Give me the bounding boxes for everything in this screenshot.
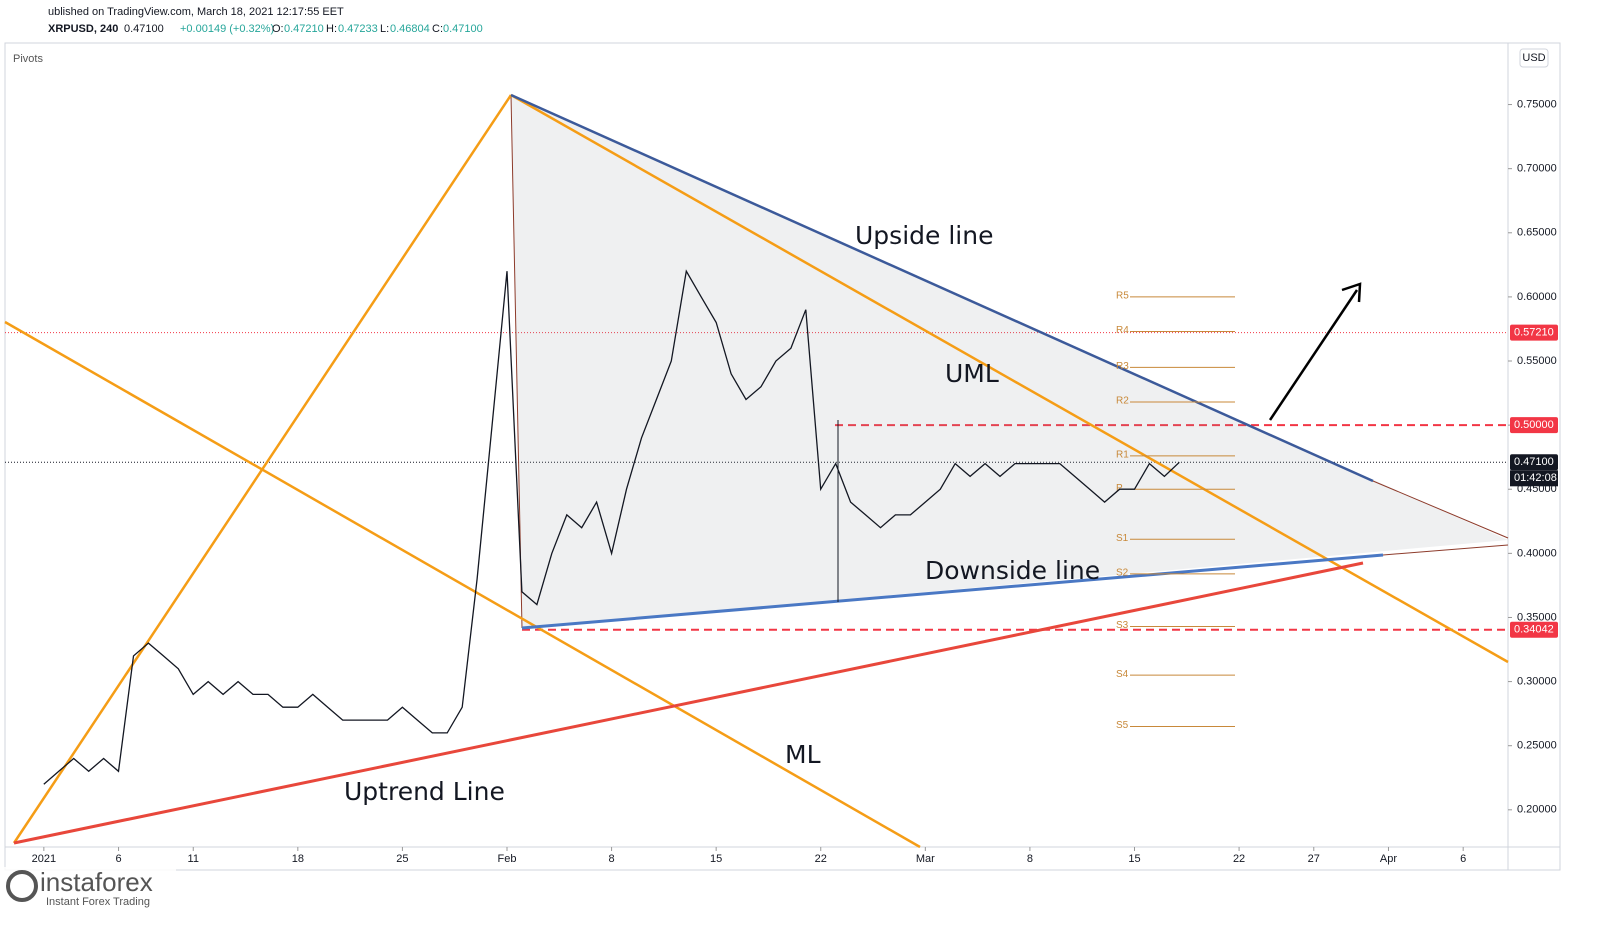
y-tick-label: 0.55000 (1517, 355, 1557, 367)
price-label-bg (1510, 454, 1558, 471)
pivot-label: R3 (1116, 361, 1129, 372)
y-tick-label: 0.70000 (1517, 163, 1557, 175)
low-label: L: (380, 23, 389, 35)
logo-icon (6, 870, 38, 902)
pivot-label: R5 (1116, 291, 1129, 302)
x-tick-label: Apr (1380, 853, 1397, 865)
countdown: 01:42:08 (1514, 472, 1557, 484)
open-label: O: (272, 23, 284, 35)
x-tick-label: 22 (815, 853, 827, 865)
pivot-label: S3 (1116, 620, 1129, 631)
y-tick-label: 0.25000 (1517, 740, 1557, 752)
price-label: 0.50000 (1514, 419, 1554, 431)
symbol: XRPUSD, 240 (48, 23, 118, 35)
annotation: UML (945, 359, 999, 388)
y-tick-label: 0.40000 (1517, 547, 1557, 559)
price-label: 0.47100 (1514, 456, 1554, 468)
pivot-label: P (1116, 483, 1123, 494)
high-label: H: (326, 23, 337, 35)
pivot-label: S1 (1116, 533, 1129, 544)
countdown-bg (1510, 470, 1558, 487)
last: 0.47100 (124, 23, 164, 35)
x-tick-label: 22 (1233, 853, 1245, 865)
x-tick-label: 18 (292, 853, 304, 865)
upside-extension (1372, 480, 1509, 539)
x-tick-label: 8 (609, 853, 615, 865)
x-tick-label: 6 (115, 853, 121, 865)
x-tick-label: 8 (1027, 853, 1033, 865)
upside-line (510, 93, 1374, 483)
annotation: Downside line (925, 556, 1100, 585)
y-tick-label: 0.60000 (1517, 291, 1557, 303)
change: +0.00149 (+0.32%) (180, 23, 274, 35)
x-tick-label: 25 (396, 853, 408, 865)
annotation: Uptrend Line (344, 777, 505, 806)
pivot-label: S4 (1116, 669, 1129, 680)
price-label-bg (1510, 417, 1558, 434)
price-line (43, 269, 1180, 785)
published: ublished on TradingView.com, March 18, 2… (48, 6, 344, 18)
frame (4, 42, 1561, 871)
low: 0.46804 (390, 23, 430, 35)
indicator: Pivots (13, 53, 43, 65)
close-label: C: (432, 23, 443, 35)
x-tick-label: 11 (188, 853, 199, 865)
price-label-bg (1510, 324, 1558, 341)
x-tick-label: 6 (1460, 853, 1466, 865)
x-tick-label: 15 (710, 853, 722, 865)
pivot-label: R1 (1116, 450, 1129, 461)
x-tick-label: 27 (1308, 853, 1320, 865)
open: 0.47210 (284, 23, 324, 35)
arrow (1268, 289, 1359, 421)
pivot-label: S5 (1116, 720, 1129, 731)
pivot-label: R4 (1116, 325, 1129, 336)
annotation: ML (785, 740, 821, 769)
logo-tagline: Instant Forex Trading (46, 896, 150, 908)
y-tick-label: 0.30000 (1517, 675, 1557, 687)
ml-line (4, 320, 921, 849)
pivot-label: S2 (1116, 568, 1129, 579)
uptrend-line (13, 561, 1364, 845)
close: 0.47100 (443, 23, 483, 35)
currency: USD (1522, 52, 1545, 64)
price-label-bg (1510, 621, 1558, 638)
y-tick-label: 0.20000 (1517, 804, 1557, 816)
y-tick-label: 0.65000 (1517, 227, 1557, 239)
price-label: 0.57210 (1514, 327, 1554, 339)
x-tick-label: 15 (1128, 853, 1140, 865)
high: 0.47233 (338, 23, 378, 35)
annotation: Upside line (855, 221, 993, 250)
triangle-edge (510, 94, 523, 629)
pivot-label: R2 (1116, 396, 1129, 407)
arrow-head (1341, 282, 1362, 303)
triangle-fill (511, 95, 1508, 628)
currency-box (1519, 48, 1549, 68)
downside-extension (1382, 544, 1509, 556)
x-tick-label: 2021 (32, 853, 56, 865)
logo-name: instaforex (40, 867, 153, 897)
y-tick-label: 0.75000 (1517, 98, 1557, 110)
y-tick-label: 0.35000 (1517, 611, 1557, 623)
price-label: 0.34042 (1514, 624, 1554, 636)
x-tick-label: Mar (916, 853, 935, 865)
downside-line (521, 553, 1384, 630)
x-tick-label: Feb (498, 853, 517, 865)
